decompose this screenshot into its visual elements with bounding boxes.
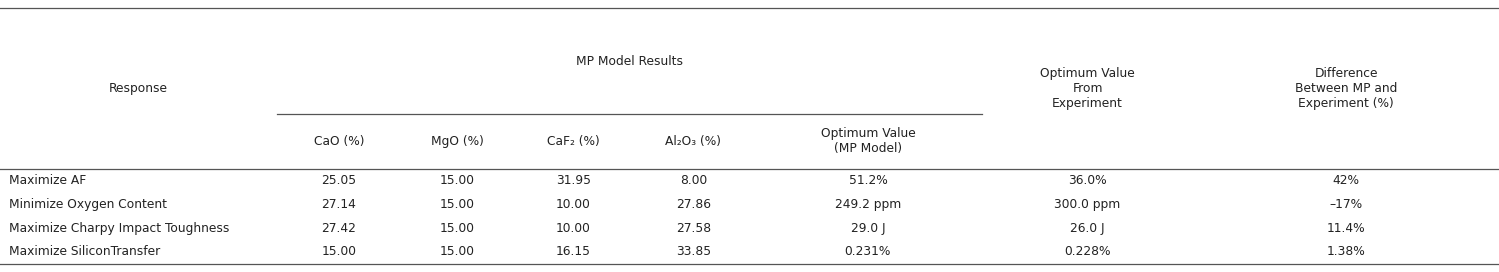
Text: 42%: 42% xyxy=(1333,174,1360,187)
Text: MP Model Results: MP Model Results xyxy=(576,55,684,68)
Text: Minimize Oxygen Content: Minimize Oxygen Content xyxy=(9,198,166,211)
Text: Maximize Charpy Impact Toughness: Maximize Charpy Impact Toughness xyxy=(9,222,229,235)
Text: 51.2%: 51.2% xyxy=(848,174,887,187)
Text: Optimum Value
(MP Model): Optimum Value (MP Model) xyxy=(820,128,916,155)
Text: 10.00: 10.00 xyxy=(556,222,591,235)
Text: 31.95: 31.95 xyxy=(556,174,591,187)
Text: Optimum Value
From
Experiment: Optimum Value From Experiment xyxy=(1040,67,1135,110)
Text: Maximize AF: Maximize AF xyxy=(9,174,87,187)
Text: 0.231%: 0.231% xyxy=(845,245,890,258)
Text: 249.2 ppm: 249.2 ppm xyxy=(835,198,901,211)
Text: 15.00: 15.00 xyxy=(321,245,357,258)
Text: 8.00: 8.00 xyxy=(679,174,708,187)
Text: Maximize SiliconTransfer: Maximize SiliconTransfer xyxy=(9,245,160,258)
Text: 27.58: 27.58 xyxy=(676,222,711,235)
Text: 33.85: 33.85 xyxy=(676,245,711,258)
Text: 16.15: 16.15 xyxy=(556,245,591,258)
Text: 26.0 J: 26.0 J xyxy=(1070,222,1105,235)
Text: MgO (%): MgO (%) xyxy=(430,135,484,148)
Text: 15.00: 15.00 xyxy=(439,245,475,258)
Text: 15.00: 15.00 xyxy=(439,174,475,187)
Text: 27.42: 27.42 xyxy=(321,222,357,235)
Text: 11.4%: 11.4% xyxy=(1327,222,1366,235)
Text: 27.86: 27.86 xyxy=(676,198,711,211)
Text: 25.05: 25.05 xyxy=(321,174,357,187)
Text: 29.0 J: 29.0 J xyxy=(850,222,886,235)
Text: 27.14: 27.14 xyxy=(321,198,357,211)
Text: –17%: –17% xyxy=(1330,198,1363,211)
Text: 10.00: 10.00 xyxy=(556,198,591,211)
Text: Difference
Between MP and
Experiment (%): Difference Between MP and Experiment (%) xyxy=(1295,67,1397,110)
Text: 300.0 ppm: 300.0 ppm xyxy=(1054,198,1121,211)
Text: 36.0%: 36.0% xyxy=(1069,174,1106,187)
Text: CaO (%): CaO (%) xyxy=(313,135,364,148)
Text: 15.00: 15.00 xyxy=(439,222,475,235)
Text: 0.228%: 0.228% xyxy=(1064,245,1111,258)
Text: Al₂O₃ (%): Al₂O₃ (%) xyxy=(666,135,721,148)
Text: 15.00: 15.00 xyxy=(439,198,475,211)
Text: 1.38%: 1.38% xyxy=(1327,245,1366,258)
Text: CaF₂ (%): CaF₂ (%) xyxy=(547,135,600,148)
Text: Response: Response xyxy=(109,82,168,95)
